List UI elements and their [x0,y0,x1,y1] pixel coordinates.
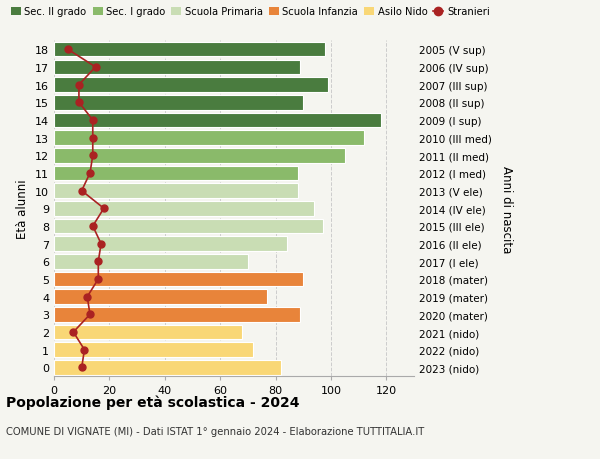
Bar [54,184,298,198]
Bar [54,272,303,286]
Text: Popolazione per età scolastica - 2024: Popolazione per età scolastica - 2024 [6,395,299,409]
Bar [54,308,301,322]
Text: COMUNE DI VIGNATE (MI) - Dati ISTAT 1° gennaio 2024 - Elaborazione TUTTITALIA.IT: COMUNE DI VIGNATE (MI) - Dati ISTAT 1° g… [6,426,424,436]
Y-axis label: Anni di nascita: Anni di nascita [500,165,513,252]
Bar [54,113,381,128]
Legend: Sec. II grado, Sec. I grado, Scuola Primaria, Scuola Infanzia, Asilo Nido, Stran: Sec. II grado, Sec. I grado, Scuola Prim… [11,7,490,17]
Bar [54,360,281,375]
Bar [54,78,328,93]
Bar [54,43,325,57]
Bar [54,61,301,75]
Bar [54,96,303,110]
Bar [54,290,267,304]
Bar [54,166,298,181]
Bar [54,149,345,163]
Bar [54,255,248,269]
Bar [54,343,253,357]
Bar [54,131,364,146]
Bar [54,237,287,252]
Bar [54,325,242,340]
Bar [54,202,314,216]
Y-axis label: Età alunni: Età alunni [16,179,29,239]
Bar [54,219,323,234]
